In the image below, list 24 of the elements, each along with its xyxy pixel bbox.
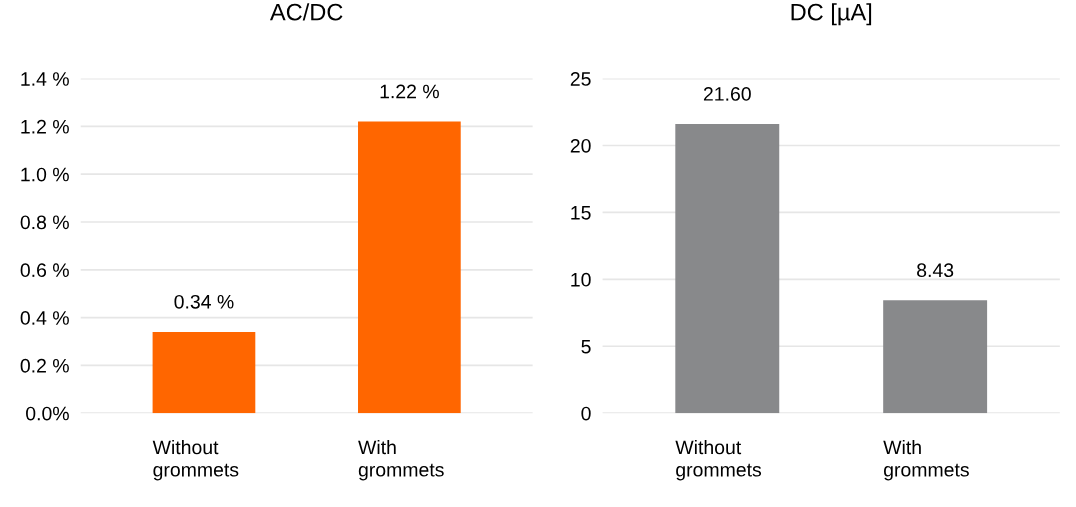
y-tick-label: 1.4 % [21,72,69,86]
y-tick-label: 1.0 % [21,167,69,182]
y-tick-label: 20 [570,138,591,153]
y-tick-label: 0.4 % [20,311,69,325]
x-tick-label: Without grommets [675,439,762,481]
y-tick-label: 15 [571,206,591,220]
data-label: 8.43 [917,263,954,278]
y-tick-label: 5 [581,339,591,354]
y-tick-label: 0.2 % [20,358,69,373]
y-tick-label: 10 [571,272,591,287]
y-tick-label: 1.2 % [21,119,69,134]
y-tick-label: 0.8 % [20,215,69,230]
x-tick-label: With grommets [358,439,444,481]
chart-title: AC/DC [269,3,343,21]
x-tick-label: Without grommets [152,439,239,481]
data-label: 21.60 [703,87,751,101]
y-tick-label: 25 [570,72,591,86]
chart-title: DC [µA] [791,3,872,26]
x-tick-label: With grommets [883,439,969,481]
data-label: 1.22 % [380,84,439,99]
y-tick-label: 0.6 % [20,263,69,278]
y-tick-label: 0 [581,406,591,421]
y-tick-label: 0.0% [26,406,69,421]
data-label: 0.34 % [174,294,234,309]
